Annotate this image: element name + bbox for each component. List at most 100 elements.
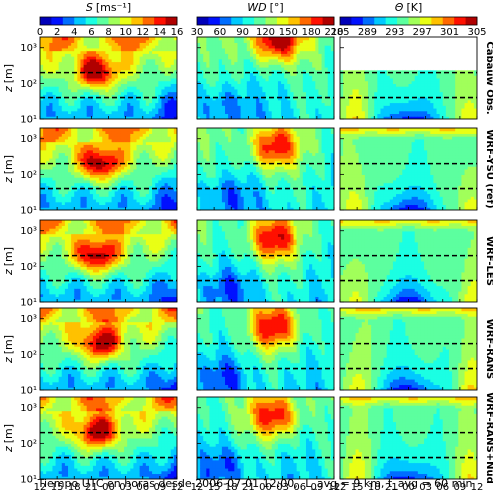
contour-cell: [114, 155, 119, 159]
contour-cell: [152, 61, 156, 65]
contour-cell: [49, 78, 53, 82]
contour-cell: [436, 42, 441, 46]
contour-cell: [108, 185, 113, 189]
contour-cell: [430, 42, 434, 46]
contour-cell: [318, 108, 323, 112]
contour-cell: [305, 99, 310, 104]
contour-cell: [71, 69, 75, 74]
contour-cell: [111, 188, 116, 192]
contour-cell: [361, 78, 366, 82]
contour-cell: [265, 72, 270, 76]
contour-cell: [225, 83, 229, 87]
contour-cell: [340, 69, 344, 74]
contour-cell: [299, 72, 304, 76]
contour-cell: [105, 69, 109, 74]
colorbar-frame: [39, 16, 178, 26]
contour-cell: [436, 45, 441, 49]
contour-cell: [408, 83, 413, 87]
contour-cell: [102, 144, 106, 148]
contour-cell: [218, 42, 223, 46]
contour-cell: [83, 144, 88, 148]
contour-cell: [330, 39, 334, 43]
contour-cell: [46, 108, 50, 112]
contour-cell: [206, 50, 210, 54]
contour-cell: [49, 37, 53, 41]
contour-cell: [127, 108, 131, 112]
contour-cell: [228, 58, 232, 63]
colorbar-tick-label: 8: [105, 27, 111, 38]
contour-cell: [420, 37, 425, 41]
contour-cell: [105, 94, 109, 98]
contour-cell: [173, 88, 177, 93]
contour-cell: [170, 88, 175, 93]
contour-cell: [212, 83, 217, 87]
contour-cell: [68, 37, 72, 41]
contour-cell: [455, 45, 459, 49]
contour-cell: [215, 61, 220, 65]
contour-cell: [340, 53, 344, 57]
contour-cell: [402, 61, 406, 65]
colorbar-swatch: [197, 17, 209, 25]
contour-cell: [256, 97, 260, 101]
contour-cell: [318, 86, 323, 90]
contour-cell: [321, 56, 326, 60]
contour-cell: [473, 67, 477, 71]
contour-cell: [68, 185, 72, 189]
contour-cell: [111, 147, 116, 151]
contour-cell: [455, 75, 459, 79]
contour-cell: [130, 190, 134, 195]
contour-cell: [355, 53, 360, 57]
contour-cell: [212, 113, 217, 117]
contour-cell: [133, 42, 138, 46]
contour-cell: [155, 83, 159, 87]
contour-cell: [430, 105, 434, 109]
contour-cell: [312, 88, 316, 93]
contour-cell: [458, 108, 462, 112]
contour-cell: [396, 53, 400, 57]
contour-cell: [470, 45, 475, 49]
contour-cell: [170, 113, 175, 117]
contour-cell: [170, 116, 175, 119]
contour-cell: [274, 105, 279, 109]
contour-cell: [315, 61, 319, 65]
contour-cell: [218, 97, 223, 101]
contour-cell: [371, 37, 375, 41]
contour-cell: [86, 133, 91, 137]
contour-cell: [108, 75, 113, 79]
contour-cell: [120, 149, 125, 154]
contour-cell: [436, 99, 441, 104]
contour-cell: [225, 94, 229, 98]
contour-cell: [92, 39, 97, 43]
contour-cell: [43, 113, 47, 117]
contour-cell: [330, 78, 334, 82]
contour-cell: [445, 69, 450, 74]
contour-cell: [256, 56, 260, 60]
contour-cell: [96, 99, 100, 104]
contour-cell: [152, 116, 156, 119]
contour-cell: [237, 53, 242, 57]
contour-cell: [361, 72, 366, 76]
colorbar-swatch: [374, 17, 387, 25]
contour-cell: [105, 196, 109, 200]
contour-cell: [142, 53, 147, 57]
contour-cell: [46, 72, 50, 76]
contour-cell: [265, 88, 270, 93]
contour-cell: [68, 144, 72, 148]
contour-cell: [315, 45, 319, 49]
contour-cell: [127, 37, 131, 41]
contour-cell: [253, 64, 257, 68]
contour-cell: [80, 130, 85, 134]
contour-cell: [436, 116, 441, 119]
contour-cell: [83, 169, 88, 173]
contour-cell: [399, 56, 403, 60]
contour-cell: [68, 67, 72, 71]
contour-cell: [287, 91, 291, 95]
contour-cell: [452, 61, 456, 65]
contour-cell: [389, 83, 394, 87]
contour-cell: [271, 67, 276, 71]
contour-cell: [58, 47, 63, 52]
contour-cell: [83, 53, 88, 57]
contour-cell: [461, 75, 466, 79]
contour-cell: [77, 99, 81, 104]
contour-cell: [108, 193, 113, 197]
